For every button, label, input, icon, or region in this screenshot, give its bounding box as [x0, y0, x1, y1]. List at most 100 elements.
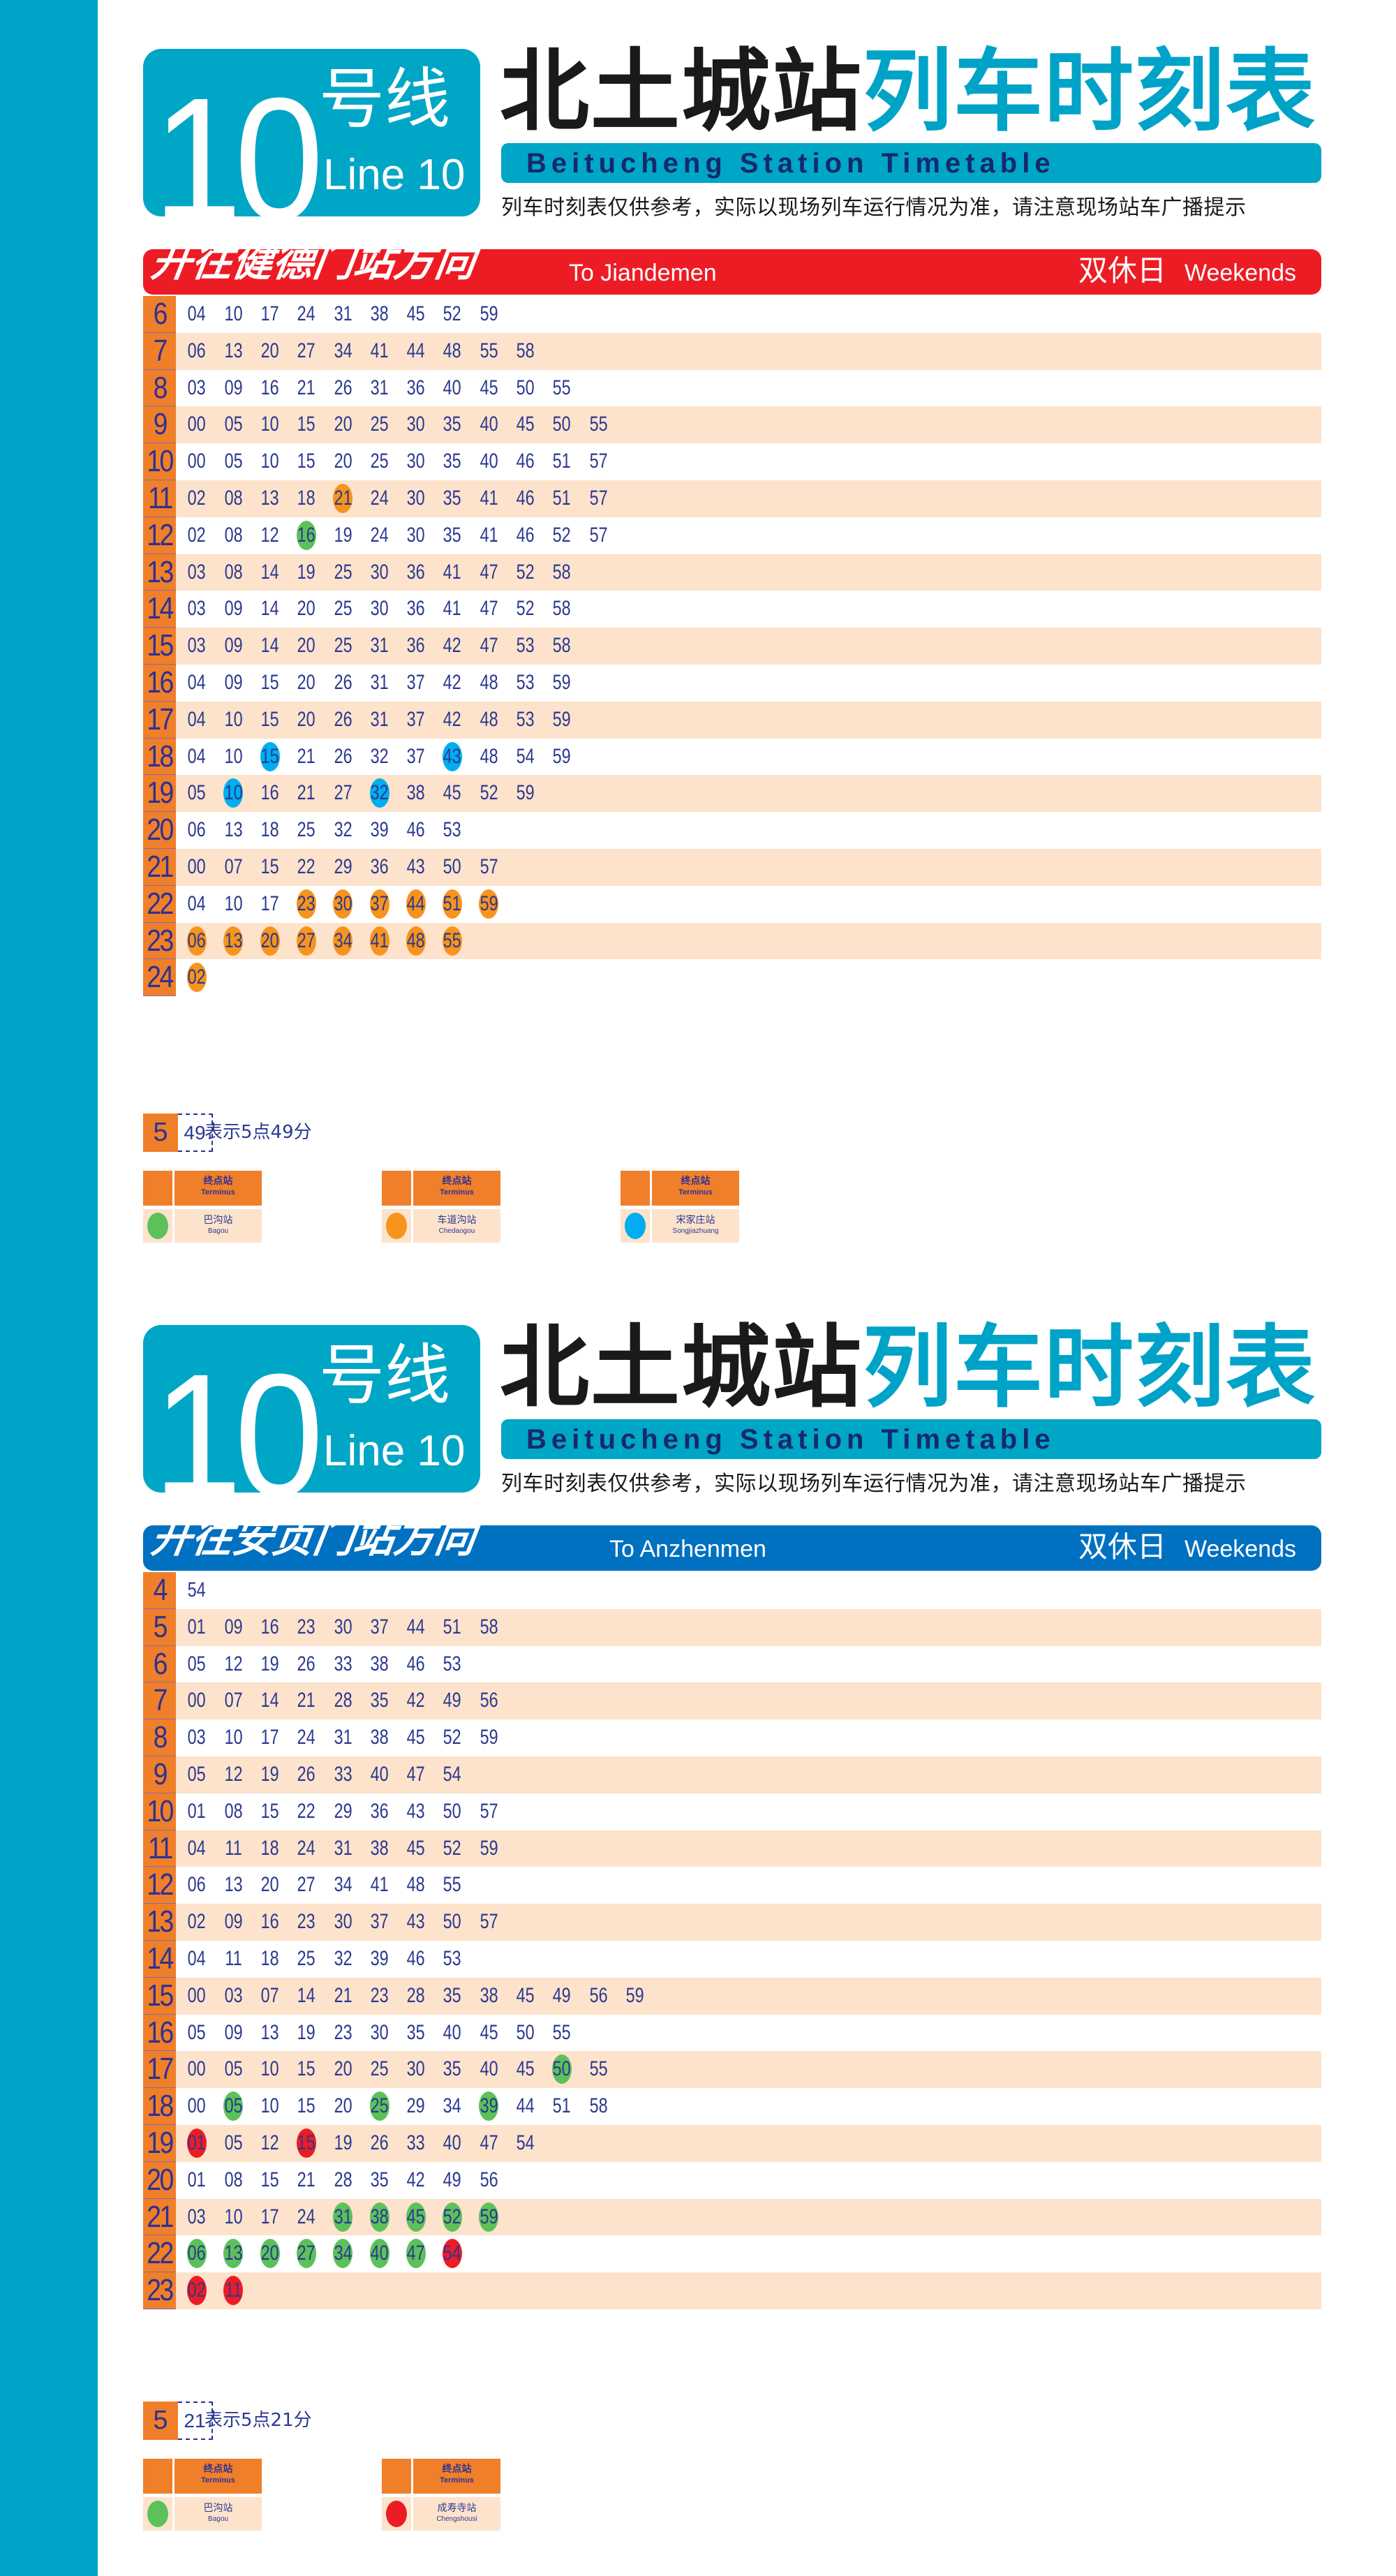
- title-suffix: 列车时刻表: [863, 40, 1317, 144]
- minute-text: 20: [297, 634, 315, 658]
- departure-minute: 08: [219, 2166, 247, 2194]
- station-name: 北土城站: [500, 40, 863, 144]
- departure-minute-marked: 16: [292, 520, 320, 550]
- disclaimer-note: 列车时刻表仅供参考，实际以现场列车运行情况为准，请注意现场站车广播提示: [501, 1472, 1247, 1496]
- departure-minute: 19: [329, 2129, 357, 2157]
- minute-text: 49: [552, 1983, 572, 2007]
- departure-minute: 18: [256, 816, 284, 844]
- minute-text: 15: [260, 2168, 279, 2191]
- terminus-marker-icon: [479, 2202, 499, 2232]
- minute-text: 24: [370, 523, 389, 547]
- minute-text: 51: [552, 2094, 572, 2118]
- departure-minute: 15: [256, 706, 284, 734]
- departure-minute: 59: [475, 300, 503, 328]
- minute-text: 25: [370, 2094, 389, 2118]
- departure-minute: 39: [366, 1945, 394, 1973]
- minute-text: 02: [187, 486, 207, 510]
- departure-minute: 20: [292, 706, 320, 734]
- departure-minute-marked: 59: [475, 2202, 503, 2232]
- minute-text: 31: [334, 1836, 352, 1860]
- departure-minute-marked: 37: [366, 889, 394, 919]
- minute-text: 34: [334, 2242, 352, 2265]
- departure-minute: 16: [256, 1613, 284, 1641]
- minute-text: 23: [297, 891, 315, 915]
- departure-minute: 40: [475, 2055, 503, 2083]
- minute-text: 19: [334, 523, 352, 547]
- minute-text: 38: [370, 302, 389, 325]
- minute-text: 07: [224, 854, 243, 878]
- minute-text: 31: [334, 2205, 352, 2228]
- departure-minute: 30: [402, 447, 430, 475]
- minute-text: 46: [406, 1652, 425, 1675]
- terminus-marker-icon: [223, 926, 244, 956]
- hour-cell: 13: [143, 1904, 176, 1941]
- minute-text: 25: [370, 450, 389, 473]
- minute-text: 13: [224, 339, 243, 362]
- departure-minute: 53: [438, 1945, 466, 1973]
- minute-text: 07: [260, 1983, 279, 2007]
- line-number: 10: [153, 1338, 324, 1532]
- minute-text: 36: [406, 597, 425, 621]
- minute-text: 20: [297, 670, 315, 694]
- departure-minute-marked: 48: [402, 926, 430, 956]
- departure-minute: 59: [512, 779, 540, 807]
- minute-text: 36: [370, 854, 389, 878]
- minute-text: 40: [443, 2131, 462, 2154]
- title-suffix: 列车时刻表: [863, 1316, 1317, 1420]
- minute-text: 33: [334, 1762, 352, 1786]
- minute-text: 54: [516, 744, 535, 768]
- minute-text: 24: [297, 1836, 315, 1860]
- departure-minute: 20: [292, 632, 320, 660]
- minute-text: 03: [187, 376, 207, 399]
- minute-text: 15: [260, 670, 279, 694]
- departure-minute: 51: [548, 484, 576, 512]
- departure-minute: 12: [219, 1761, 247, 1789]
- departure-minute: 45: [402, 1835, 430, 1863]
- departure-minute: 08: [219, 558, 247, 586]
- minute-text: 21: [297, 1689, 315, 1712]
- departure-minute: 32: [329, 1945, 357, 1973]
- subtitle-bar: Beitucheng Station Timetable: [501, 1419, 1321, 1459]
- departure-minute: 21: [292, 2166, 320, 2194]
- table-row: 22 04 10 17 23 30 37 44 51 59: [143, 885, 1321, 923]
- terminus-color-dot-icon: [147, 1213, 168, 1239]
- departure-minute: 59: [621, 1982, 649, 2010]
- minute-text: 05: [224, 2057, 243, 2081]
- hour-cell: 19: [143, 775, 176, 813]
- hour-cell: 20: [143, 2161, 176, 2199]
- departure-minute-marked: 47: [402, 2239, 430, 2269]
- minutes-cell: 04 10 15 21 26 32 37 43 48 54 59: [176, 739, 1321, 776]
- minute-text: 26: [334, 376, 352, 399]
- minute-text: 04: [187, 302, 207, 325]
- departure-minute: 15: [292, 2092, 320, 2120]
- minute-text: 48: [480, 744, 498, 768]
- hour-label: 18: [147, 739, 174, 773]
- minute-text: 59: [516, 781, 535, 805]
- minute-text: 19: [260, 1762, 279, 1786]
- minute-text: 03: [187, 597, 207, 621]
- table-row: 15 00 03 07 14 21 23 28 35 38 45 49 56 59: [143, 1977, 1321, 2015]
- departure-minute: 58: [475, 1613, 503, 1641]
- departure-minute: 20: [329, 447, 357, 475]
- legend-color-cell: [143, 1209, 172, 1243]
- minute-text: 59: [625, 1983, 644, 2007]
- minute-text: 43: [406, 1799, 425, 1823]
- terminus-name-cn: 巴沟站: [203, 2503, 233, 2514]
- subtitle-bar: Beitucheng Station Timetable: [501, 143, 1321, 183]
- minute-text: 59: [480, 1836, 498, 1860]
- table-row: 11 02 08 13 18 21 24 30 35 41 46 51 57: [143, 480, 1321, 517]
- table-row: 16 05 09 13 19 23 30 35 40 45 50 55: [143, 2014, 1321, 2052]
- minute-text: 13: [224, 928, 243, 952]
- minute-text: 28: [334, 2168, 352, 2191]
- departure-minute: 49: [438, 1687, 466, 1715]
- departure-minute: 49: [438, 2166, 466, 2194]
- departure-minute: 55: [548, 374, 576, 402]
- minute-text: 53: [516, 634, 535, 658]
- minutes-cell: 01 08 15 22 29 36 43 50 57: [176, 1793, 1321, 1830]
- minute-text: 27: [334, 781, 352, 805]
- table-row: 13 02 09 16 23 30 37 43 50 57: [143, 1904, 1321, 1941]
- minute-text: 38: [480, 1983, 498, 2007]
- departure-minute: 48: [475, 669, 503, 697]
- minute-text: 14: [260, 560, 279, 584]
- legend-terminus-chengshousi: 成寿寺站 Chengshousi: [413, 2497, 500, 2531]
